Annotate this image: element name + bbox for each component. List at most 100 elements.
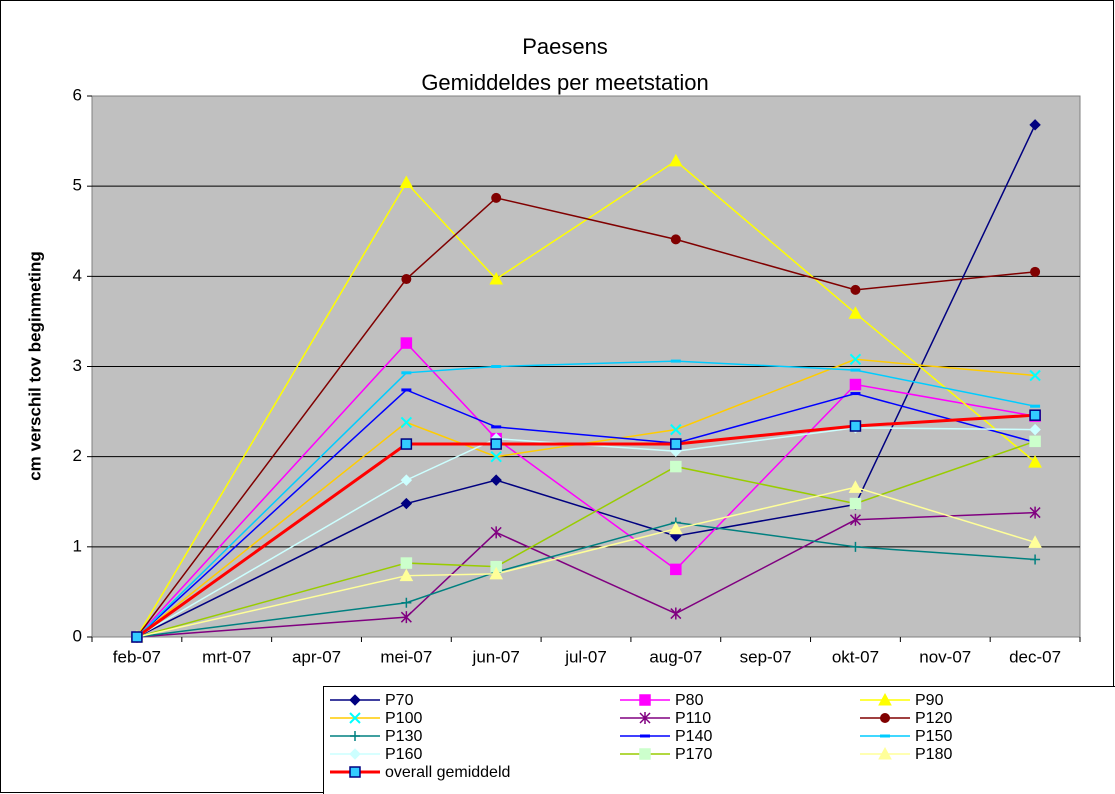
y-tick-label: 2 xyxy=(73,446,82,465)
data-point xyxy=(848,480,863,493)
y-tick-label: 1 xyxy=(73,536,82,555)
data-point xyxy=(670,438,682,450)
data-point xyxy=(400,474,413,486)
legend-marker xyxy=(349,766,361,778)
data-point xyxy=(849,513,861,526)
legend-label: P70 xyxy=(385,692,414,709)
data-point xyxy=(490,526,502,539)
data-point xyxy=(850,541,861,552)
y-tick-label: 0 xyxy=(73,626,82,645)
legend-label: P100 xyxy=(385,710,422,727)
data-point xyxy=(401,388,412,392)
series-line xyxy=(136,413,1036,639)
series-line xyxy=(136,124,1036,638)
legend-marker xyxy=(349,694,361,706)
data-point xyxy=(400,416,413,429)
y-tick-label: 5 xyxy=(73,176,82,195)
data-point xyxy=(1029,119,1041,131)
data-point xyxy=(490,450,502,463)
legend-label: P120 xyxy=(915,710,952,727)
data-point xyxy=(401,371,412,375)
data-point xyxy=(849,420,862,432)
y-tick-label: 3 xyxy=(73,356,82,375)
series-line xyxy=(136,159,1036,638)
data-point xyxy=(401,274,412,285)
data-point xyxy=(399,175,414,189)
data-point xyxy=(490,474,502,486)
data-point xyxy=(1029,423,1041,436)
series-line xyxy=(136,389,1036,638)
legend-marker xyxy=(639,748,651,760)
data-point xyxy=(489,271,504,285)
x-tick-label: okt-07 xyxy=(832,647,879,666)
data-point xyxy=(850,368,861,372)
data-point xyxy=(849,378,862,391)
legend-label: overall gemiddeld xyxy=(385,764,510,781)
data-point xyxy=(1030,554,1041,565)
x-tick-label: dec-07 xyxy=(1009,647,1061,666)
data-point xyxy=(670,359,681,363)
legend-marker xyxy=(349,748,361,760)
x-tick-label: apr-07 xyxy=(292,647,341,666)
legend-marker xyxy=(878,692,892,706)
data-point xyxy=(670,607,682,620)
data-point xyxy=(1030,404,1041,408)
y-axis-label: cm verschil tov beginmeting xyxy=(25,251,44,481)
chart-subtitle: Gemiddeldes per meetstation xyxy=(421,70,708,95)
x-tick-label: sep-07 xyxy=(740,647,792,666)
data-point xyxy=(491,425,502,429)
y-tick-label: 6 xyxy=(73,85,82,104)
data-point xyxy=(670,423,682,436)
data-point xyxy=(668,521,683,535)
x-tick-label: jun-07 xyxy=(472,647,520,666)
data-point xyxy=(491,365,502,368)
data-point xyxy=(850,392,861,396)
x-tick-label: nov-07 xyxy=(919,647,971,666)
chart-title: Paesens xyxy=(522,34,608,59)
data-point xyxy=(849,497,862,510)
legend-marker xyxy=(880,713,890,723)
data-point xyxy=(131,631,143,643)
legend-label: P160 xyxy=(385,746,422,763)
legend-marker xyxy=(639,712,651,724)
data-point xyxy=(1028,455,1042,468)
legend-label: P90 xyxy=(915,692,944,709)
data-point xyxy=(848,306,863,319)
legend-label: P150 xyxy=(915,728,952,745)
data-point xyxy=(489,566,504,580)
series-line xyxy=(136,440,1036,638)
data-point xyxy=(400,438,413,450)
series-line xyxy=(136,486,1036,638)
series-line xyxy=(136,360,1036,638)
legend xyxy=(323,686,1115,794)
data-point xyxy=(399,568,414,582)
legend-label: P130 xyxy=(385,728,422,745)
legend-marker xyxy=(880,734,890,738)
data-point xyxy=(849,353,862,365)
data-point xyxy=(670,234,681,245)
x-tick-label: aug-07 xyxy=(649,647,702,666)
data-point xyxy=(670,460,682,473)
data-point xyxy=(401,597,412,608)
legend-marker xyxy=(640,734,650,738)
legend-marker xyxy=(639,694,651,706)
x-tick-label: mrt-07 xyxy=(202,647,251,666)
series-line xyxy=(136,341,1036,638)
legend-label: P170 xyxy=(675,746,712,763)
x-tick-label: feb-07 xyxy=(113,647,161,666)
series-line xyxy=(136,197,1036,638)
data-point xyxy=(670,563,682,576)
series-line xyxy=(136,521,1036,638)
legend-marker xyxy=(878,746,892,760)
data-point xyxy=(490,438,502,450)
series-line xyxy=(136,511,1036,638)
data-point xyxy=(850,284,861,295)
data-point xyxy=(1030,266,1041,277)
legend-marker xyxy=(350,731,360,741)
data-point xyxy=(1029,369,1041,382)
data-point xyxy=(668,153,683,167)
data-point xyxy=(1029,435,1041,448)
legend-label: P80 xyxy=(675,692,704,709)
legend-label: P180 xyxy=(915,746,952,763)
